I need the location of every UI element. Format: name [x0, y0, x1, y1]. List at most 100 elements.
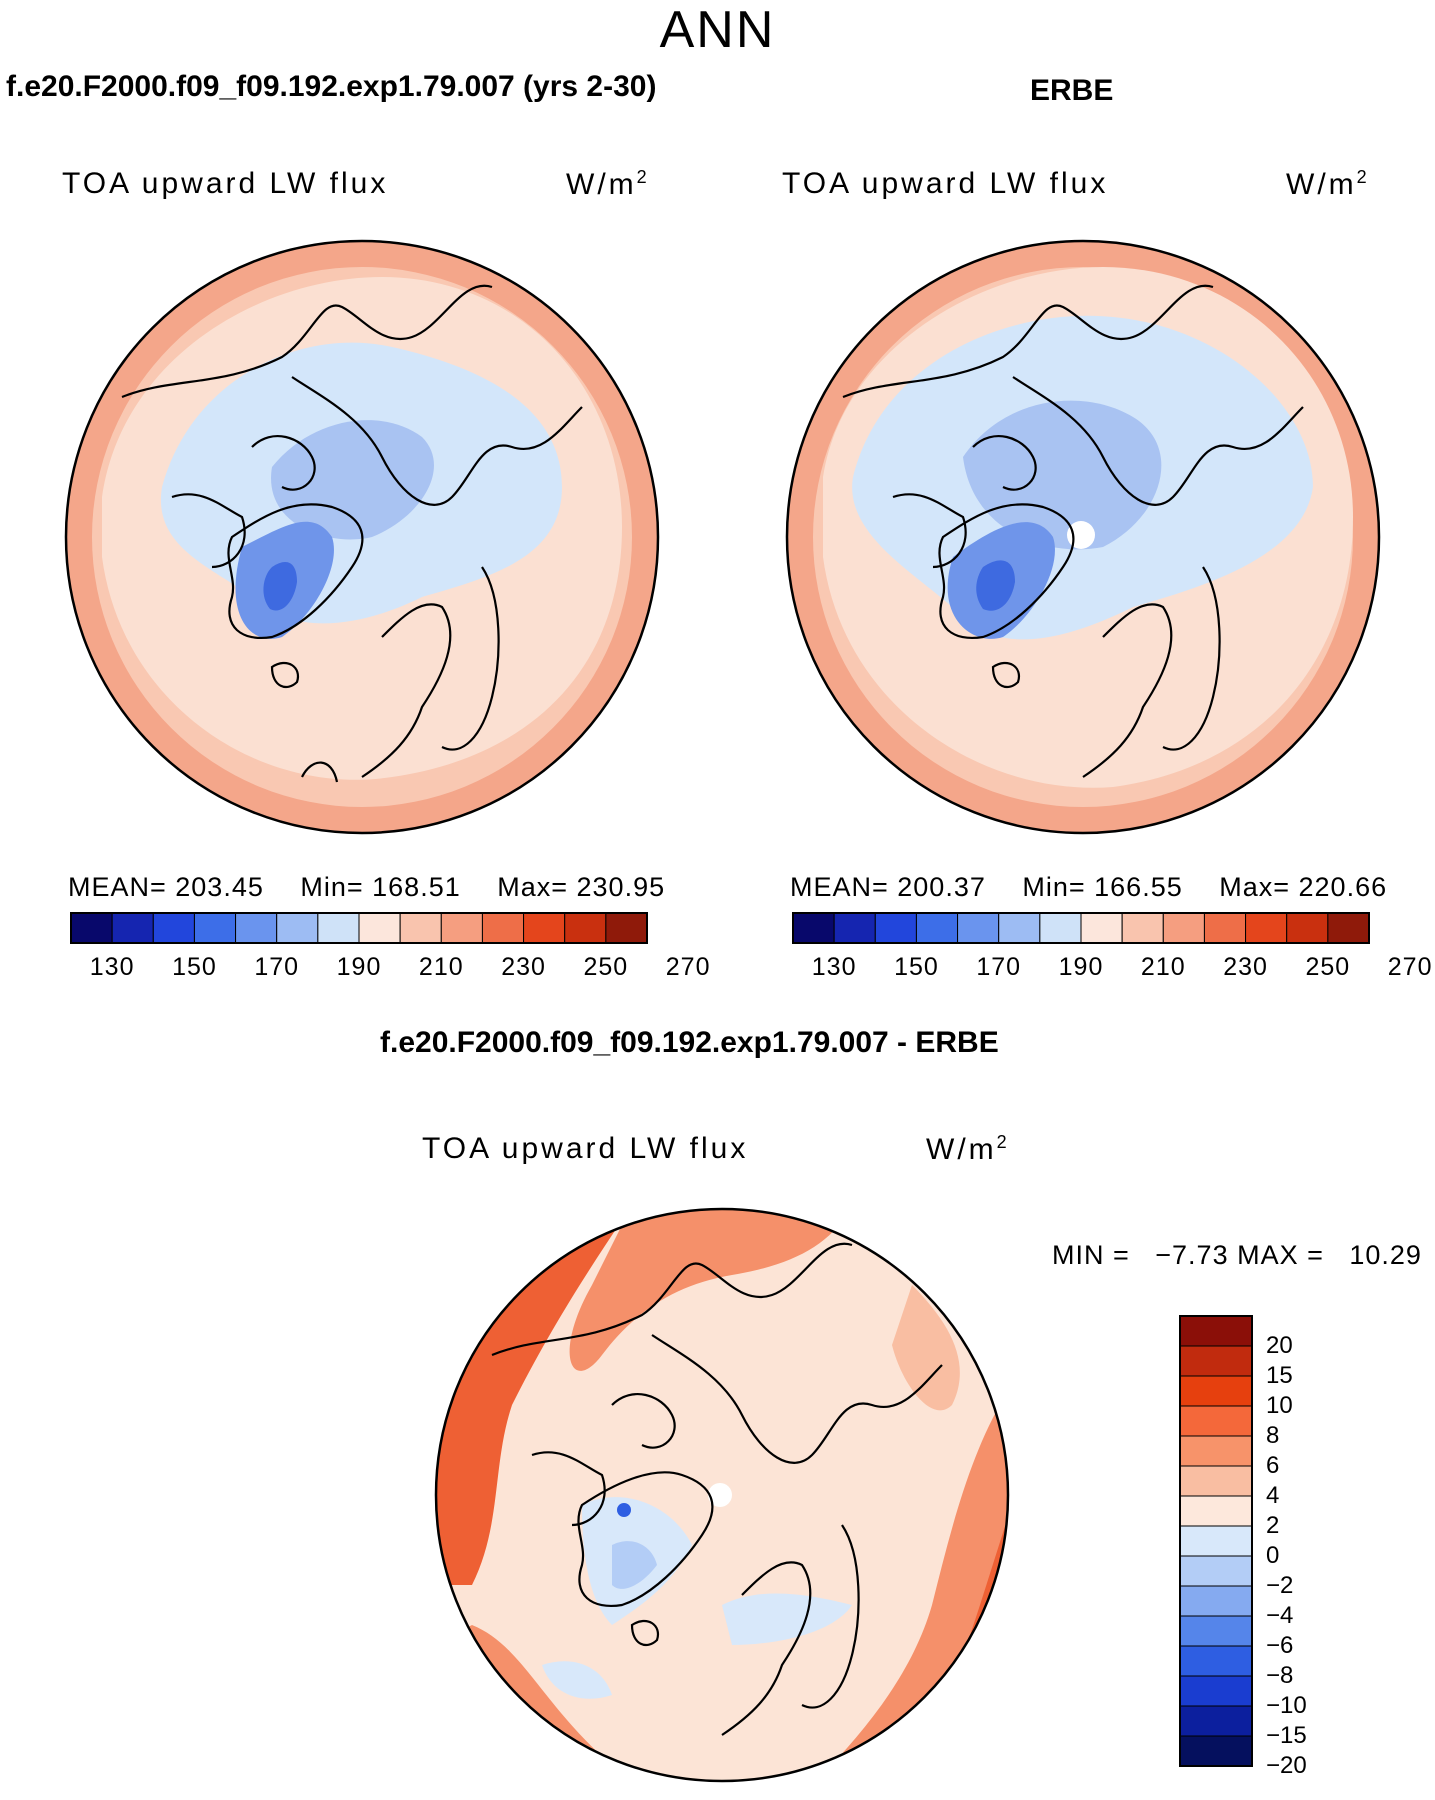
colorbar-swatch	[440, 912, 483, 944]
colorbar-swatch	[792, 912, 835, 944]
colorbar-swatch	[1179, 1495, 1253, 1527]
colorbar-swatch	[1179, 1675, 1253, 1707]
colorbar-swatch	[1179, 1465, 1253, 1497]
colorbar-tick-label: 20	[1266, 1332, 1293, 1359]
colorbar-tick-label: −8	[1266, 1662, 1294, 1689]
colorbar-swatch	[111, 912, 154, 944]
model-max: Max= 230.95	[497, 872, 666, 902]
obs-min: Min= 166.55	[1022, 872, 1183, 902]
obs-max: Max= 220.66	[1219, 872, 1388, 902]
map-boundary	[64, 239, 660, 835]
obs-variable-label: TOA upward LW flux	[782, 167, 1109, 200]
diff-variable-label: TOA upward LW flux	[422, 1132, 749, 1165]
obs-stats: MEAN= 200.37 Min= 166.55 Max= 220.66	[790, 872, 1415, 903]
colorbar-swatch	[523, 912, 566, 944]
colorbar-swatch	[833, 912, 876, 944]
colorbar-swatch	[1179, 1345, 1253, 1377]
colorbar-swatch	[1039, 912, 1082, 944]
colorbar-swatch	[605, 912, 648, 944]
obs-panel-title: ERBE	[1030, 74, 1114, 107]
colorbar-swatch	[1179, 1525, 1253, 1557]
colorbar-swatch	[1121, 912, 1164, 944]
obs-colorbar	[792, 912, 1370, 944]
obs-polar-map	[785, 239, 1381, 835]
diff-colorbar	[1179, 1315, 1253, 1767]
diff-polar-map	[434, 1207, 1010, 1783]
obs-mean: MEAN= 200.37	[790, 872, 986, 902]
obs-units-label: W/m2	[1286, 167, 1370, 201]
colorbar-tick-label: 8	[1266, 1422, 1280, 1449]
colorbar-tick-label: −10	[1266, 1692, 1307, 1719]
diff-missing-pole	[708, 1483, 732, 1507]
colorbar-swatch	[1179, 1315, 1253, 1347]
colorbar-tick-label: 270	[1387, 953, 1433, 981]
colorbar-tick-label: 190	[1058, 953, 1104, 981]
colorbar-swatch	[1080, 912, 1123, 944]
colorbar-swatch	[1179, 1405, 1253, 1437]
colorbar-tick-label: 0	[1266, 1542, 1280, 1569]
colorbar-tick-label: 15	[1266, 1362, 1293, 1389]
colorbar-swatch	[998, 912, 1041, 944]
colorbar-swatch	[193, 912, 237, 944]
colorbar-tick-label: 2	[1266, 1512, 1280, 1539]
colorbar-tick-label: −4	[1266, 1602, 1294, 1629]
colorbar-tick-label: 4	[1266, 1482, 1280, 1509]
diff-minmax: MIN = −7.73 MAX = 10.29	[1052, 1240, 1422, 1270]
colorbar-swatch	[957, 912, 1000, 944]
colorbar-swatch	[481, 912, 525, 944]
colorbar-swatch	[1179, 1615, 1253, 1647]
colorbar-swatch	[1179, 1705, 1253, 1737]
colorbar-swatch	[1203, 912, 1247, 944]
colorbar-swatch	[915, 912, 959, 944]
map-greenland-cold-4	[263, 562, 297, 611]
colorbar-tick-label: 6	[1266, 1452, 1280, 1479]
colorbar-tick-label: −15	[1266, 1722, 1307, 1749]
colorbar-frame	[792, 912, 1370, 944]
colorbar-tick-label: 210	[418, 953, 464, 981]
colorbar-swatch	[1245, 912, 1288, 944]
colorbar-swatch	[1179, 1555, 1253, 1587]
model-panel-title: f.e20.F2000.f09_f09.192.exp1.79.007 (yrs…	[6, 70, 657, 103]
colorbar-swatch	[564, 912, 607, 944]
colorbar-tick-label: 250	[583, 953, 629, 981]
colorbar-frame	[70, 912, 648, 944]
model-polar-map	[64, 239, 660, 835]
colorbar-tick-label: 170	[976, 953, 1022, 981]
colorbar-tick-label: 210	[1140, 953, 1186, 981]
model-min: Min= 168.51	[300, 872, 461, 902]
colorbar-swatch	[1179, 1375, 1253, 1407]
colorbar-tick-label: 150	[894, 953, 939, 981]
colorbar-swatch	[1179, 1435, 1253, 1467]
colorbar-tick-label: −6	[1266, 1632, 1294, 1659]
colorbar-tick-label: 230	[501, 953, 546, 981]
colorbar-tick-label: 270	[665, 953, 711, 981]
colorbar-swatch	[1179, 1735, 1253, 1767]
missing-pole	[1067, 521, 1095, 549]
colorbar-swatch	[1179, 1645, 1253, 1677]
colorbar-swatch	[1179, 1585, 1253, 1617]
map-arctic-cold-2	[271, 420, 434, 540]
season-title: ANN	[659, 1, 776, 59]
colorbar-swatch	[317, 912, 360, 944]
colorbar-tick-label: 190	[336, 953, 382, 981]
colorbar-tick-label: 170	[254, 953, 300, 981]
colorbar-tick-label: 150	[172, 953, 217, 981]
colorbar-swatch	[1286, 912, 1329, 944]
colorbar-tick-label: 250	[1305, 953, 1351, 981]
colorbar-tick-label: 130	[811, 953, 857, 981]
colorbar-swatch	[152, 912, 195, 944]
colorbar-tick-label: −2	[1266, 1572, 1294, 1599]
colorbar-tick-label: 10	[1266, 1392, 1293, 1419]
obs-colorbar-ticks: 130 150 170 190 210 230 250 270	[793, 953, 1432, 985]
colorbar-swatch	[874, 912, 917, 944]
diff-colorbar-labels: 20 15 10 8 6 4 2 0 −2 −4 −6 −8 −10 −15 −20	[1266, 1316, 1366, 1779]
colorbar-swatch	[1327, 912, 1370, 944]
coastlines	[121, 284, 583, 783]
model-units-label: W/m2	[566, 167, 650, 201]
colorbar-swatch	[399, 912, 442, 944]
colorbar-swatch	[70, 912, 113, 944]
model-colorbar-ticks: 130 150 170 190 210 230 250 270	[71, 953, 710, 985]
model-mean: MEAN= 203.45	[68, 872, 264, 902]
diff-units-label: W/m2	[926, 1132, 1010, 1166]
colorbar-swatch	[358, 912, 401, 944]
